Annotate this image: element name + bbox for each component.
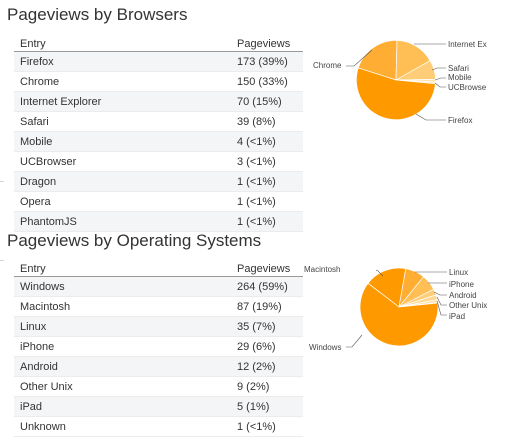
pageviews-cell: 1 (<1%)	[231, 171, 303, 192]
entry-column-header[interactable]: Entry	[14, 36, 231, 52]
pageviews-cell: 39 (8%)	[231, 111, 303, 132]
table-row[interactable]: iPhone 29 (6%)	[14, 336, 303, 357]
scroll-edge-mark	[0, 260, 4, 261]
table-row[interactable]: Other Unix 9 (2%)	[14, 376, 303, 397]
table-row[interactable]: Internet Explorer 70 (15%)	[14, 91, 303, 112]
pie-label-safari: Safari	[448, 64, 469, 73]
pie-label-iphone: iPhone	[449, 280, 474, 289]
entry-cell: Firefox	[14, 51, 231, 72]
pageviews-cell: 9 (2%)	[231, 376, 303, 397]
pageviews-cell: 150 (33%)	[231, 71, 303, 92]
pie-label-android: Android	[449, 291, 477, 300]
pie-label-other-unix: Other Unix	[449, 301, 487, 310]
table-row[interactable]: Linux 35 (7%)	[14, 316, 303, 337]
entry-cell: Unknown	[14, 416, 231, 437]
pageviews-column-header[interactable]: Pageviews	[231, 36, 303, 52]
pie-label-mobile: Mobile	[448, 73, 472, 82]
pageviews-cell: 1 (<1%)	[231, 211, 303, 232]
pageviews-cell: 29 (6%)	[231, 336, 303, 357]
pie-slice-windows[interactable]	[359, 282, 439, 347]
entry-cell: Windows	[14, 276, 231, 297]
pie-label-chrome: Chrome	[313, 61, 342, 70]
pie-label-macintosh: Macintosh	[304, 265, 340, 274]
entry-cell: Chrome	[14, 71, 231, 92]
pageviews-cell: 1 (<1%)	[231, 416, 303, 437]
pageviews-cell: 4 (<1%)	[231, 131, 303, 152]
pie-label-linux: Linux	[449, 268, 468, 277]
entry-cell: iPad	[14, 396, 231, 417]
entry-cell: Opera	[14, 191, 231, 212]
table-header-row: Entry Pageviews	[14, 36, 303, 52]
pie-label-ipad: iPad	[449, 312, 465, 321]
table-row[interactable]: Safari 39 (8%)	[14, 111, 303, 132]
browsers-section-title: Pageviews by Browsers	[7, 5, 188, 24]
entry-cell: Linux	[14, 316, 231, 337]
table-row[interactable]: Unknown 1 (<1%)	[14, 416, 303, 437]
entry-cell: Safari	[14, 111, 231, 132]
browsers-table: Entry Pageviews Firefox 173 (39%) Chrome 1…	[14, 36, 303, 232]
pageviews-cell: 12 (2%)	[231, 356, 303, 377]
pageviews-cell: 173 (39%)	[231, 51, 303, 72]
entry-column-header[interactable]: Entry	[14, 261, 231, 277]
entry-cell: PhantomJS	[14, 211, 231, 232]
os-section-title: Pageviews by Operating Systems	[7, 231, 262, 250]
browsers-pie-slices[interactable]	[356, 40, 436, 120]
table-row[interactable]: Mobile 4 (<1%)	[14, 131, 303, 152]
pageviews-cell: 87 (19%)	[231, 296, 303, 317]
pie-label-windows: Windows	[309, 343, 341, 352]
pageviews-cell: 35 (7%)	[231, 316, 303, 337]
entry-cell: iPhone	[14, 336, 231, 357]
entry-cell: Macintosh	[14, 296, 231, 317]
table-row[interactable]: Opera 1 (<1%)	[14, 191, 303, 212]
pageviews-cell: 70 (15%)	[231, 91, 303, 112]
pageviews-cell: 1 (<1%)	[231, 191, 303, 212]
pageviews-cell: 5 (1%)	[231, 396, 303, 417]
entry-cell: Android	[14, 356, 231, 377]
pie-slice-firefox[interactable]	[356, 67, 436, 120]
entry-cell: Other Unix	[14, 376, 231, 397]
entry-cell: Mobile	[14, 131, 231, 152]
table-row[interactable]: Firefox 173 (39%)	[14, 51, 303, 72]
pie-label-ucbrowser: UCBrowse	[448, 83, 487, 92]
table-row[interactable]: iPad 5 (1%)	[14, 396, 303, 417]
pie-slice-macintosh[interactable]	[367, 267, 407, 308]
table-row[interactable]: Android 12 (2%)	[14, 356, 303, 377]
table-row[interactable]: Dragon 1 (<1%)	[14, 171, 303, 192]
pageviews-cell: 264 (59%)	[231, 276, 303, 297]
table-header-row: Entry Pageviews	[14, 261, 303, 277]
os-pie-slices[interactable]	[359, 267, 439, 347]
entry-cell: Internet Explorer	[14, 91, 231, 112]
table-row[interactable]: Windows 264 (59%)	[14, 276, 303, 297]
entry-cell: UCBrowser	[14, 151, 231, 172]
pie-label-internet-explorer: Internet Ex	[448, 40, 487, 49]
table-row[interactable]: UCBrowser 3 (<1%)	[14, 151, 303, 172]
scroll-edge-mark	[0, 181, 4, 182]
table-row[interactable]: PhantomJS 1 (<1%)	[14, 211, 303, 232]
table-row[interactable]: Chrome 150 (33%)	[14, 71, 303, 92]
pageviews-cell: 3 (<1%)	[231, 151, 303, 172]
table-row[interactable]: Macintosh 87 (19%)	[14, 296, 303, 317]
os-table: Entry Pageviews Windows 264 (59%) Macinto…	[14, 261, 303, 437]
pageviews-column-header[interactable]: Pageviews	[231, 261, 303, 277]
entry-cell: Dragon	[14, 171, 231, 192]
pie-label-firefox: Firefox	[448, 116, 472, 125]
